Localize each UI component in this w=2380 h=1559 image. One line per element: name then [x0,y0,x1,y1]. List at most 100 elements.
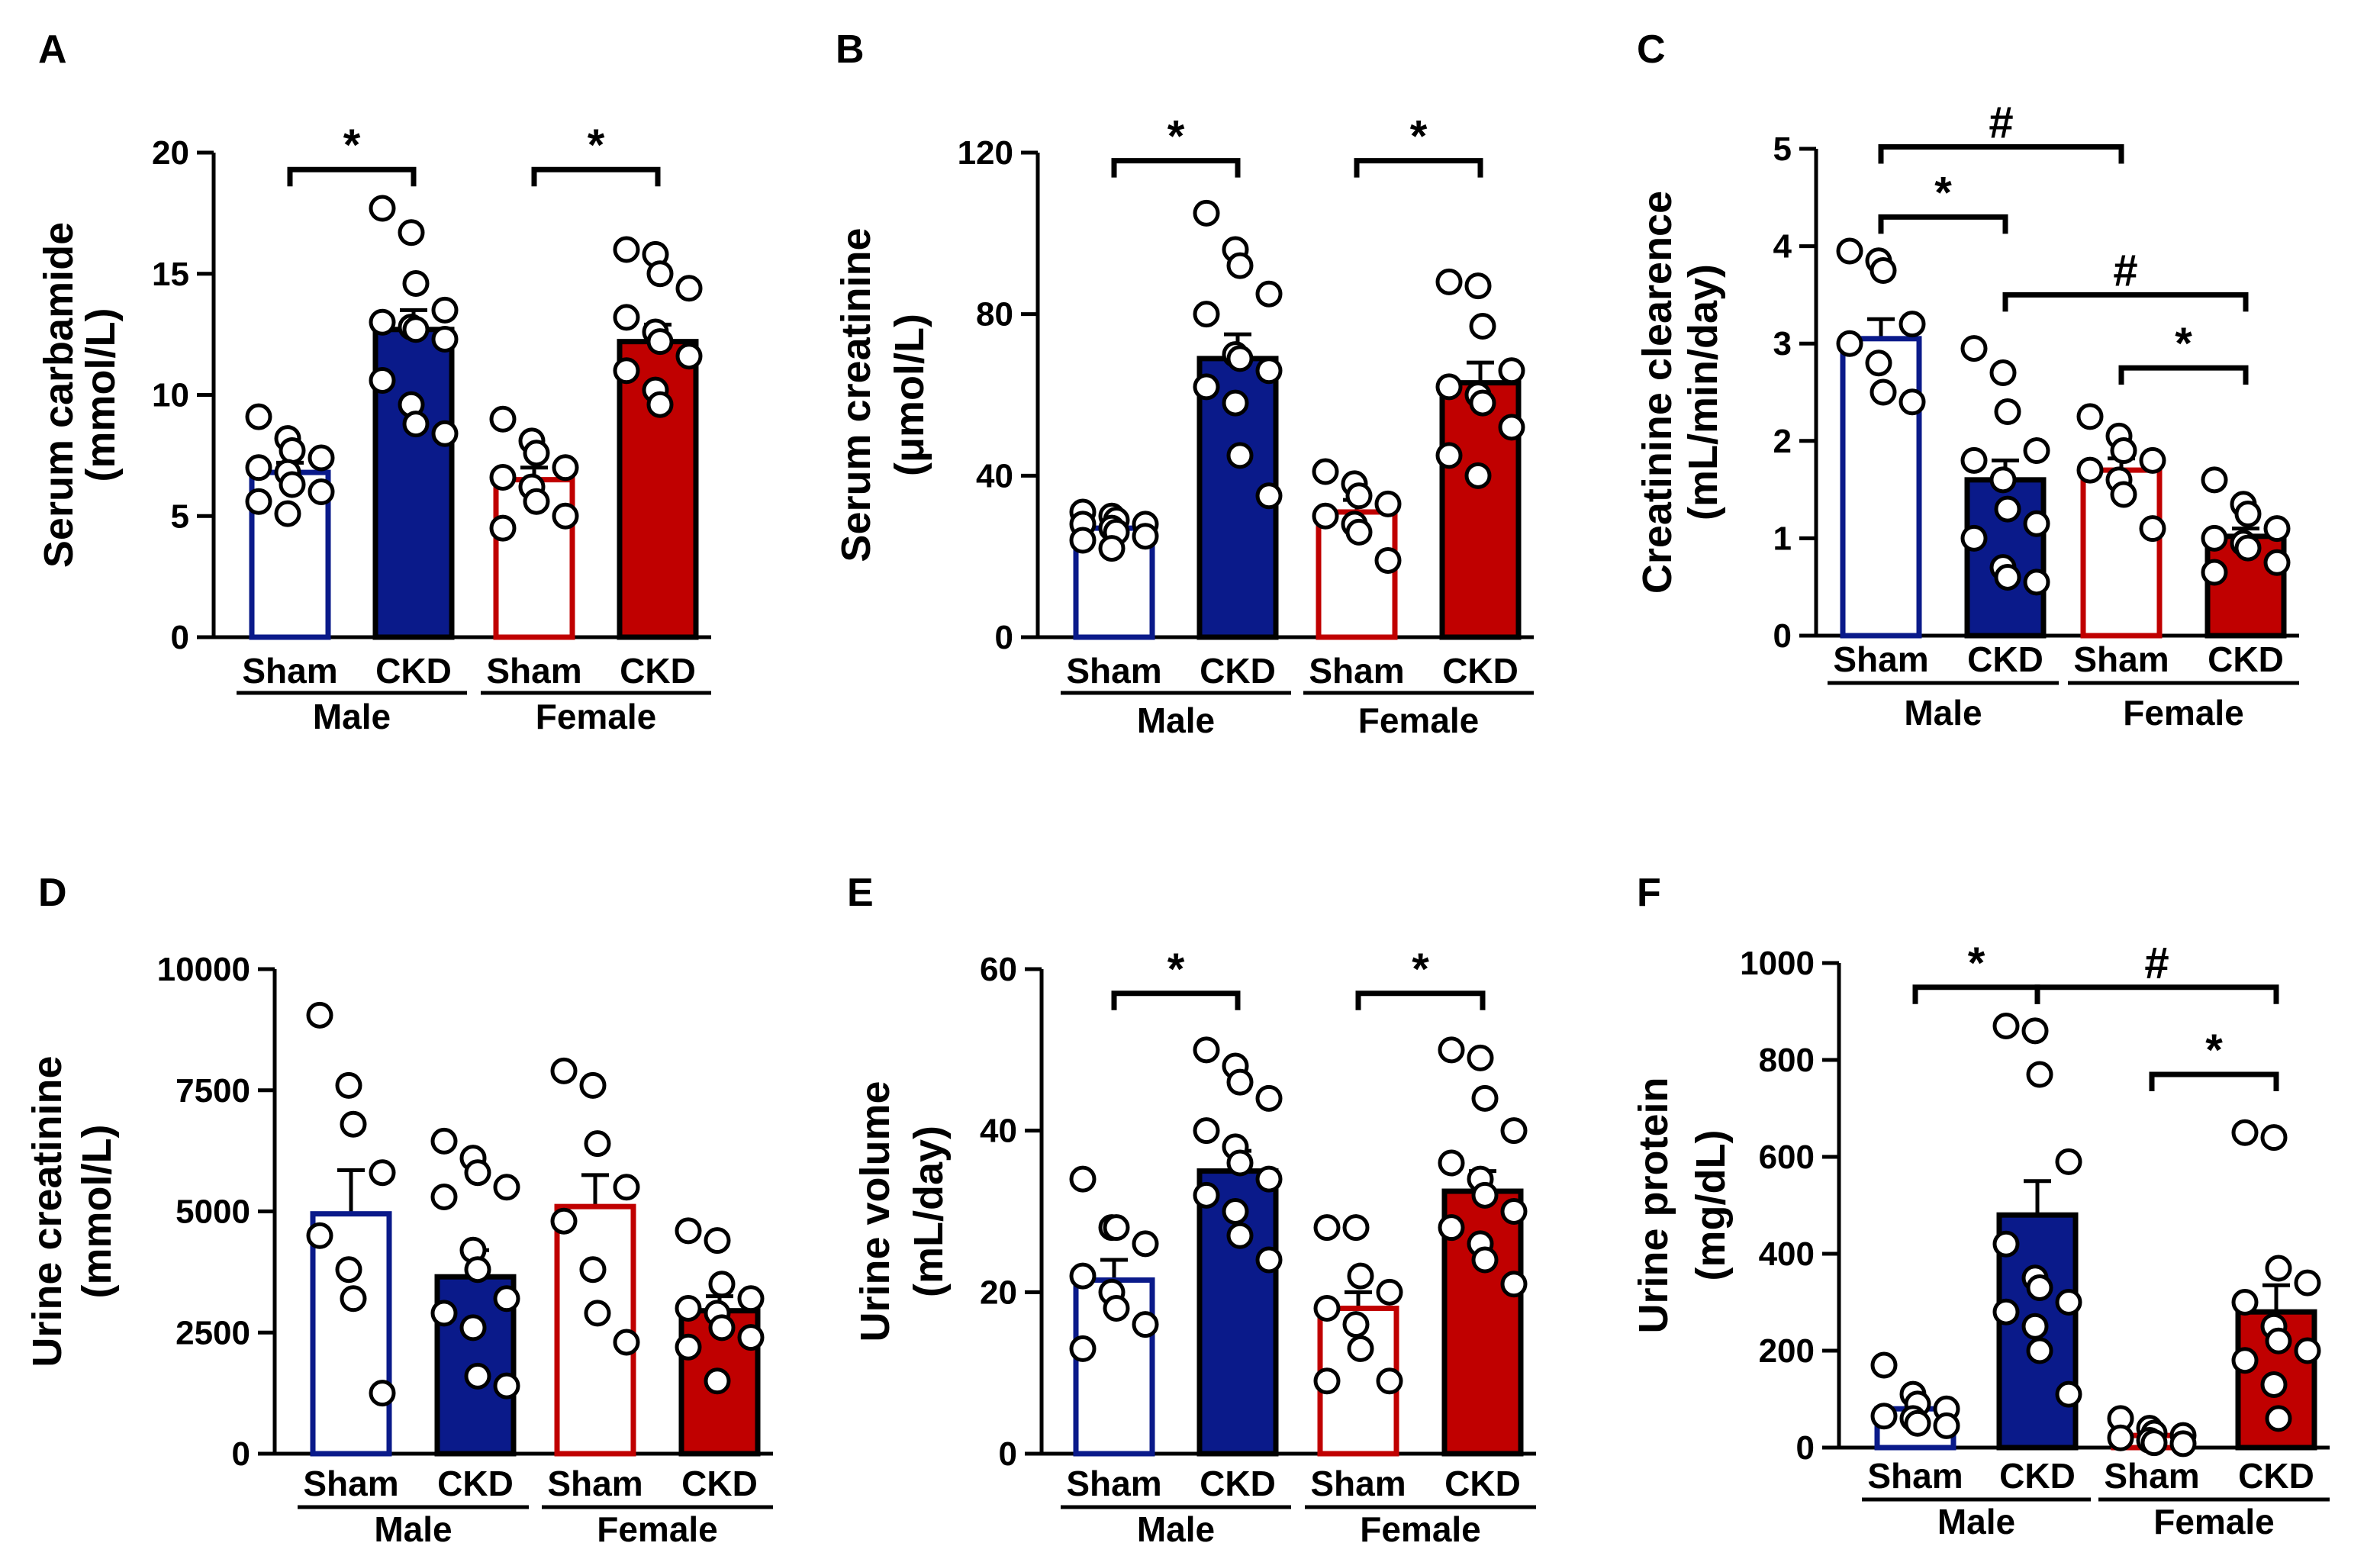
data-point [493,1372,520,1400]
data-point [369,366,396,394]
data-point [1226,345,1254,372]
data-point [552,502,579,530]
category-label: CKD [2208,639,2284,679]
data-point [431,325,459,353]
panel-d: D Urine creatinine (mmol/L) 0 2500 5000 7500 10… [24,871,773,1549]
data-point [1342,1311,1370,1338]
significance-marker: * [2175,319,2192,369]
data-point [613,304,640,331]
data-point [2026,1337,2053,1364]
data-point [2023,437,2050,465]
data-point [1471,1084,1499,1112]
data-point [675,1295,702,1322]
significance-marker: # [2144,939,2169,988]
data-point [1994,563,2021,591]
data-point [2139,515,2166,543]
panel-letter: B [836,27,865,72]
category-label: CKD [375,651,452,691]
data-point [613,1329,640,1356]
data-point [1226,252,1254,279]
sex-label: Female [2153,1502,2275,1541]
data-point [1870,1403,1898,1430]
data-point [552,454,579,482]
data-point [2263,515,2291,543]
y-tick-label: 60 [980,951,1017,988]
significance-bracket [1878,143,2124,164]
data-point [523,488,550,515]
data-point [1069,1165,1097,1193]
data-point [646,391,674,418]
data-point [708,1271,736,1298]
sex-label: Female [1360,1509,1481,1549]
y-tick-label: 5000 [176,1193,250,1231]
significance-marker: * [1412,945,1429,994]
data-point [1438,1214,1465,1242]
data-point [1312,502,1339,530]
y-tick-label: 7500 [176,1072,250,1110]
data-point [675,275,703,302]
y-tick-label: 0 [1796,1429,1815,1467]
data-point [1255,1084,1283,1112]
data-point [646,260,674,288]
data-point [1899,388,1926,416]
data-point [704,1227,731,1255]
significance-bracket [1354,158,1483,178]
data-point [1345,482,1373,510]
significance-marker: * [1167,945,1185,994]
significance-marker: # [1989,98,2013,147]
data-point [1374,490,1402,517]
sex-label: Female [2123,693,2244,733]
category-label: CKD [620,651,696,691]
data-point [1255,482,1283,510]
data-point [1226,1222,1254,1249]
data-point [398,219,425,246]
bar-female-sham [554,1203,636,1457]
data-point [1132,523,1159,550]
data-point [2263,549,2291,576]
data-point [1226,1068,1254,1096]
data-point [459,1314,487,1342]
significance-marker: * [1167,112,1185,162]
data-point [1132,1230,1159,1258]
data-point [1469,313,1496,340]
category-label: Sham [2073,639,2169,679]
y-axis-unit: (mmol/L) [74,1125,120,1299]
y-tick-label: 0 [995,619,1013,656]
data-point [274,500,301,527]
data-point [1435,268,1463,295]
data-point [1222,389,1249,417]
data-point [489,514,517,542]
data-point [369,1380,396,1407]
data-point [1103,1295,1130,1322]
data-point [464,1159,491,1187]
data-point [1865,349,1892,377]
y-axis-label: Urine volume [852,1081,898,1342]
y-tick-label: 1 [1773,520,1792,557]
data-point [431,420,459,447]
data-point [2023,510,2050,537]
category-label: Sham [1867,1456,1963,1496]
category-label: CKD [1444,1464,1521,1503]
significance-marker: * [343,121,361,170]
y-tick-label: 80 [976,296,1013,333]
panel-a: A Serum carbamide(mmol/L) 0 5 10 15 20 Sham CKD S… [36,27,711,736]
data-point [2026,1061,2053,1088]
data-point [369,195,396,222]
data-point [584,1130,611,1158]
data-point [2169,1430,2197,1458]
y-axis-unit: (mg/dL) [1688,1130,1734,1281]
significance-marker: * [588,121,605,170]
category-label: Sham [1833,639,1928,679]
data-point [489,463,517,491]
sex-label: Female [597,1509,718,1549]
data-point [2055,1380,2082,1408]
data-point [1222,1198,1249,1225]
data-point [430,1127,458,1155]
bar-male-sham [310,1211,392,1457]
y-tick-label: 1000 [1740,945,1815,982]
data-point [1374,546,1402,574]
y-tick-label: 10 [152,377,189,414]
category-label: Sham [2104,1456,2199,1496]
category-label: CKD [1200,1464,1276,1503]
data-point [1098,535,1126,562]
